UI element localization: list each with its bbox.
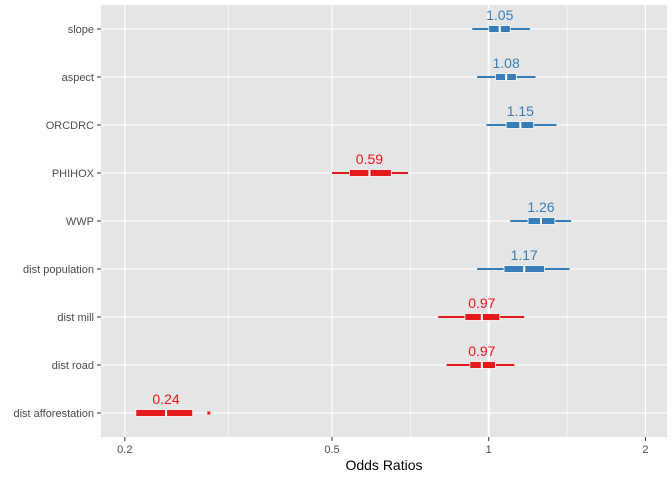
estimate-label: 0.97 bbox=[468, 343, 495, 359]
estimate-label: 1.17 bbox=[511, 247, 538, 263]
row-aspect: 1.08 bbox=[477, 55, 536, 81]
estimate-label: 0.59 bbox=[356, 151, 383, 167]
row-phihox: 0.59 bbox=[332, 151, 409, 177]
x-tick-label: 0.5 bbox=[324, 444, 339, 456]
ci-end-marker bbox=[207, 411, 211, 415]
y-tick-label: PHIHOX bbox=[52, 168, 95, 180]
y-tick-label: dist population bbox=[23, 264, 94, 276]
row-wwp: 1.26 bbox=[510, 199, 572, 225]
estimate-label: 1.08 bbox=[493, 55, 520, 71]
x-axis-title: Odds Ratios bbox=[345, 457, 422, 473]
row-dist-mill: 0.97 bbox=[438, 295, 525, 321]
row-orcdrc: 1.15 bbox=[486, 103, 557, 129]
x-tick-label: 2 bbox=[642, 444, 648, 456]
row-slope: 1.05 bbox=[472, 7, 530, 33]
y-tick-label: dist mill bbox=[57, 312, 94, 324]
row-dist-road: 0.97 bbox=[446, 343, 515, 369]
estimate-label: 1.15 bbox=[507, 103, 534, 119]
row-dist-population: 1.17 bbox=[477, 247, 570, 273]
y-axis: slope aspect ORCDRC PHIHOX WWP dist populatio… bbox=[13, 24, 101, 420]
x-tick-label: 1 bbox=[486, 444, 492, 456]
odds-ratio-rows: 1.05 1.08 1.15 0.59 1.26 1.17 0.97 0.97 0.24 bbox=[135, 7, 572, 417]
ci-box bbox=[135, 409, 194, 417]
y-tick-label: aspect bbox=[62, 72, 94, 84]
estimate-label: 1.05 bbox=[486, 7, 513, 23]
y-tick-label: WWP bbox=[66, 216, 94, 228]
x-axis: 0.2 0.5 1 2 bbox=[117, 437, 649, 456]
estimate-label: 1.26 bbox=[527, 199, 554, 215]
y-tick-label: ORCDRC bbox=[46, 120, 94, 132]
y-tick-label: dist afforestation bbox=[13, 408, 94, 420]
y-tick-label: slope bbox=[68, 24, 94, 36]
y-tick-label: dist road bbox=[52, 360, 94, 372]
row-dist-afforestation: 0.24 bbox=[135, 391, 211, 417]
estimate-label: 0.97 bbox=[468, 295, 495, 311]
x-tick-label: 0.2 bbox=[117, 444, 132, 456]
estimate-label: 0.24 bbox=[152, 391, 179, 407]
